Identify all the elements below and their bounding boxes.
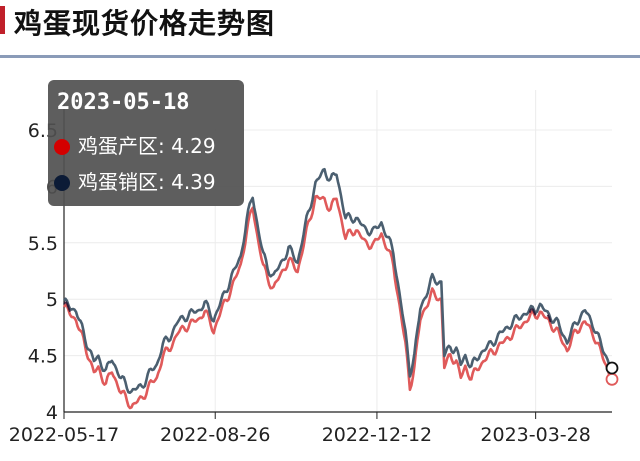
end-marker-producer <box>605 372 619 386</box>
title-divider <box>0 55 640 58</box>
producer-legend-dot <box>54 139 70 155</box>
y-tick-label: 4.5 <box>28 346 58 368</box>
y-tick-label: 5 <box>46 289 58 311</box>
x-tick-label: 2022-08-26 <box>160 424 270 446</box>
y-tick-label: 4 <box>46 402 58 424</box>
series-overlap <box>63 301 552 323</box>
chart-series <box>62 167 614 410</box>
series-line-seller <box>63 167 613 394</box>
end-marker-seller <box>605 361 619 375</box>
x-tick-label: 2022-12-12 <box>322 424 432 446</box>
chart-end-markers <box>605 361 619 386</box>
y-tick-label: 5.5 <box>28 233 58 255</box>
title-accent-bar <box>0 6 5 34</box>
x-tick-label: 2022-05-17 <box>9 424 119 446</box>
x-tick-label: 2023-03-28 <box>480 424 590 446</box>
series-line-producer <box>62 194 614 410</box>
tooltip-seller-label: 鸡蛋销区: 4.39 <box>78 170 216 194</box>
tooltip-date: 2023-05-18 <box>57 90 190 115</box>
hover-tooltip: 2023-05-18 鸡蛋产区: 4.29 鸡蛋销区: 4.39 <box>48 80 244 206</box>
seller-legend-dot <box>54 175 70 191</box>
page-title: 鸡蛋现货价格走势图 <box>14 7 276 40</box>
tooltip-producer-label: 鸡蛋产区: 4.29 <box>78 134 216 158</box>
tooltip-row-seller: 鸡蛋销区: 4.39 <box>54 166 216 195</box>
tooltip-row-producer: 鸡蛋产区: 4.29 <box>54 130 216 159</box>
